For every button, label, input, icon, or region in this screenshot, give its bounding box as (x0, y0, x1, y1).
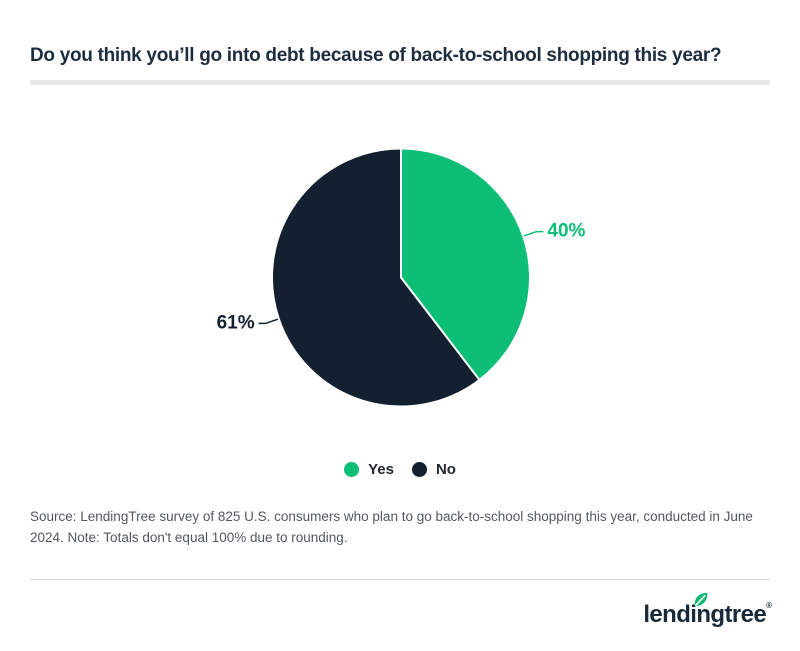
pie-label-no: 61% (217, 312, 255, 333)
lendingtree-logo: lendingtree® (643, 592, 772, 630)
legend-item-yes: Yes (344, 461, 394, 478)
pie-slice-no (271, 147, 481, 408)
legend-dot-no (411, 462, 427, 477)
leaf-icon (694, 592, 708, 607)
pie-slice-yes (400, 147, 531, 381)
legend-label: No (435, 461, 456, 478)
registered-mark: ® (766, 601, 772, 610)
source-note: Source: LendingTree survey of 825 U.S. c… (30, 509, 753, 545)
legend-label: Yes (368, 461, 394, 478)
title-divider (30, 80, 770, 85)
legend-dot-yes (344, 462, 360, 477)
footer-divider (30, 579, 770, 580)
logo-wordmark: lendingtree (643, 601, 767, 628)
leader-line-yes (523, 230, 544, 237)
legend-item-no: No (411, 461, 456, 478)
leader-line-no (258, 318, 279, 325)
chart-title: Do you think you’ll go into debt because… (30, 45, 722, 66)
logo-text: lendingtree (643, 592, 767, 630)
chart-legend: Yes No (0, 461, 800, 478)
pie-label-yes: 40% (547, 221, 585, 242)
pie-chart: 40% 61% (217, 147, 586, 408)
